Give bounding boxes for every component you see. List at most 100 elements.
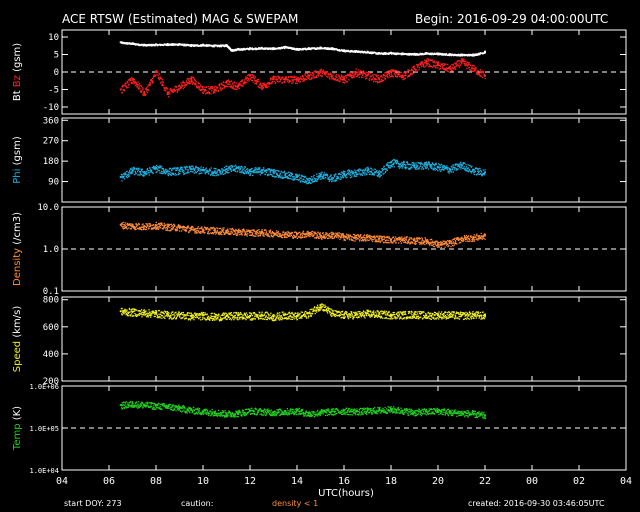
- data-point: [269, 230, 271, 232]
- data-point: [140, 90, 142, 93]
- data-point: [188, 171, 190, 173]
- data-point: [179, 166, 182, 169]
- data-point: [139, 90, 141, 92]
- data-point: [264, 229, 266, 231]
- data-point: [140, 85, 143, 87]
- data-point: [358, 171, 360, 173]
- data-point: [271, 232, 273, 234]
- data-point: [237, 86, 239, 88]
- data-point: [248, 168, 250, 171]
- data-point: [195, 230, 197, 233]
- data-point: [213, 86, 215, 88]
- data-point: [405, 164, 407, 166]
- data-point: [247, 233, 249, 235]
- data-point: [430, 59, 432, 62]
- data-point: [168, 168, 170, 170]
- data-point: [370, 51, 373, 53]
- data-point: [475, 73, 478, 75]
- data-point: [182, 171, 185, 174]
- data-point: [287, 176, 289, 179]
- data-point: [307, 177, 309, 180]
- data-point: [413, 162, 415, 164]
- data-point: [219, 232, 221, 234]
- data-point: [405, 168, 407, 170]
- data-point: [141, 91, 143, 93]
- data-point: [185, 80, 187, 82]
- data-point: [224, 170, 227, 172]
- data-point: [172, 228, 174, 231]
- data-point: [291, 82, 293, 84]
- data-point: [244, 82, 246, 84]
- data-point: [287, 177, 289, 180]
- data-point: [446, 70, 448, 72]
- data-point: [348, 74, 350, 76]
- data-point: [247, 77, 249, 79]
- data-point: [288, 79, 290, 81]
- data-point: [330, 235, 333, 238]
- data-point: [447, 67, 449, 70]
- data-point: [413, 166, 415, 169]
- data-point: [413, 53, 416, 55]
- data-point: [382, 79, 385, 82]
- data-point: [430, 164, 432, 167]
- data-point: [141, 174, 144, 177]
- data-point: [149, 225, 152, 227]
- data-point: [210, 93, 212, 95]
- data-point: [162, 81, 164, 83]
- data-point: [446, 67, 449, 69]
- data-point: [254, 76, 256, 78]
- data-point: [469, 69, 472, 71]
- data-point: [454, 62, 456, 64]
- data-point: [204, 86, 206, 88]
- data-point: [267, 169, 270, 171]
- data-point: [153, 224, 155, 226]
- data-point: [299, 180, 302, 182]
- data-point: [235, 82, 237, 84]
- data-point: [392, 162, 394, 164]
- data-point: [166, 92, 169, 94]
- data-point: [363, 234, 366, 236]
- data-point: [353, 234, 356, 236]
- data-point: [295, 76, 297, 78]
- y-tick-label: 270: [43, 137, 59, 147]
- data-point: [351, 176, 353, 178]
- data-point: [160, 78, 163, 80]
- data-point: [444, 167, 446, 169]
- data-point: [187, 226, 189, 228]
- data-point: [378, 235, 381, 237]
- data-point: [316, 180, 318, 182]
- data-point: [348, 237, 350, 239]
- data-point: [221, 168, 223, 170]
- data-point: [234, 170, 237, 172]
- data-point: [391, 163, 394, 166]
- data-point: [229, 80, 232, 83]
- data-point: [340, 171, 343, 173]
- data-point: [229, 165, 231, 168]
- data-point: [434, 169, 436, 171]
- data-point: [134, 168, 136, 170]
- data-point: [250, 77, 252, 79]
- data-point: [195, 166, 197, 168]
- data-point: [322, 176, 324, 178]
- data-point: [454, 53, 456, 55]
- data-point: [331, 234, 333, 236]
- data-point: [194, 80, 196, 82]
- data-point: [439, 68, 441, 70]
- data-point: [336, 176, 338, 179]
- data-point: [263, 83, 265, 85]
- data-point: [426, 165, 428, 167]
- data-point: [143, 227, 145, 229]
- data-point: [216, 171, 218, 173]
- data-point: [327, 47, 330, 49]
- data-point: [442, 164, 444, 167]
- data-point: [388, 162, 390, 164]
- data-point: [317, 178, 319, 181]
- data-point: [327, 234, 330, 236]
- data-point: [375, 74, 377, 76]
- data-point: [228, 85, 230, 88]
- data-point: [168, 91, 171, 93]
- data-point: [433, 61, 435, 63]
- data-point: [317, 73, 319, 75]
- data-point: [425, 60, 428, 63]
- data-point: [306, 235, 308, 237]
